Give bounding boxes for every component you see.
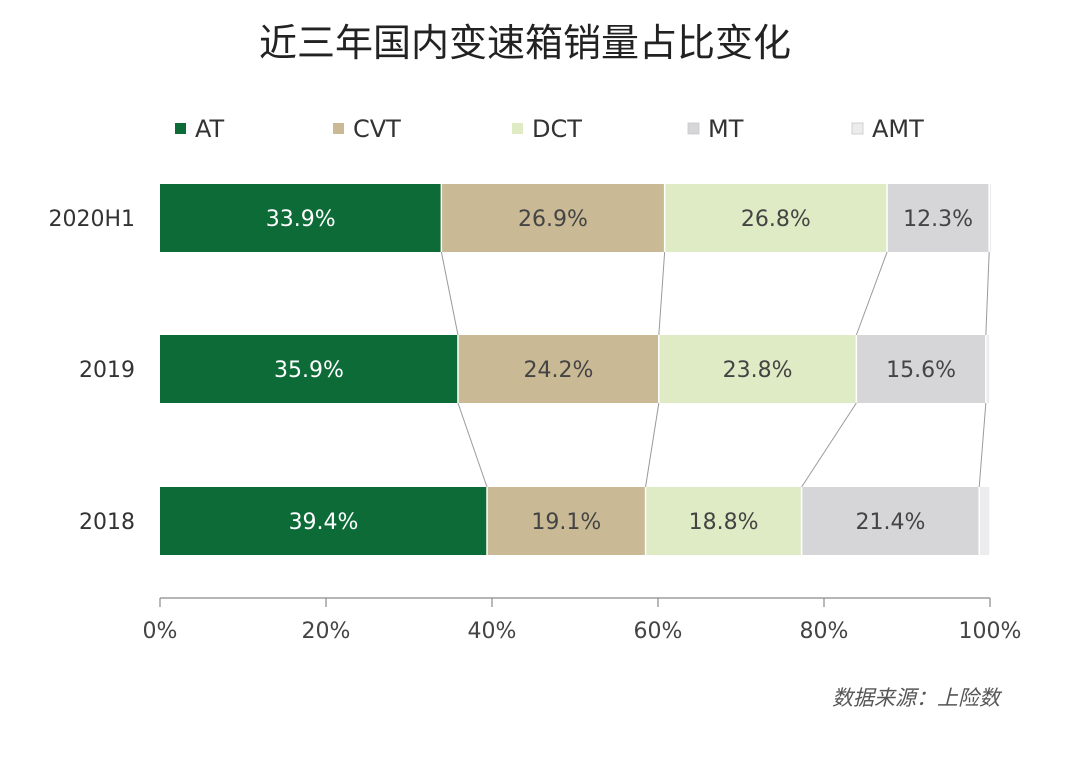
legend-label-amt: AMT	[872, 115, 924, 143]
data-label: 15.6%	[886, 358, 956, 383]
legend-label-at: AT	[195, 115, 225, 143]
x-tick-label: 100%	[959, 619, 1022, 644]
bar-segment-dct	[646, 487, 801, 555]
data-label: 35.9%	[274, 358, 344, 383]
connector-line	[658, 251, 666, 336]
chart-title: 近三年国内变速箱销量占比变化	[259, 21, 791, 65]
connector-line	[645, 402, 660, 488]
legend-label-cvt: CVT	[353, 115, 401, 143]
legend-swatch-at	[175, 123, 186, 134]
bar-segment-at	[160, 335, 458, 403]
legend-swatch-amt	[851, 122, 864, 135]
legend-label-dct: DCT	[532, 115, 582, 143]
bars: 33.9% 26.9% 26.8% 12.3% 35.9% 24.2% 23.8% 15.6%…	[160, 184, 992, 555]
data-label: 19.1%	[531, 510, 601, 535]
bar-row-2020h1: 33.9% 26.9% 26.8% 12.3%	[160, 184, 992, 252]
source-note: 数据来源：上险数	[832, 686, 1003, 710]
connector-line	[440, 251, 459, 336]
bar-segment-cvt	[458, 335, 659, 403]
bar-segment-cvt	[442, 184, 664, 252]
bar-segment-mt	[802, 487, 979, 555]
legend-item-cvt: CVT	[333, 115, 401, 143]
legend-label-mt: MT	[708, 115, 744, 143]
bar-segment-mt	[887, 184, 989, 252]
data-label: 26.8%	[741, 207, 811, 232]
data-label: 24.2%	[523, 358, 593, 383]
x-tick-label: 60%	[634, 619, 683, 644]
x-tick-label: 40%	[468, 619, 517, 644]
bar-segment-dct	[665, 184, 887, 252]
x-tick-label: 20%	[302, 619, 351, 644]
connector-lines	[440, 251, 990, 488]
bar-segment-cvt	[487, 487, 645, 555]
bar-segment-mt	[857, 335, 986, 403]
legend-item-at: AT	[175, 115, 225, 143]
category-labels: 2020H1 2019 2018	[48, 207, 135, 535]
data-label: 23.8%	[723, 358, 793, 383]
legend-item-dct: DCT	[512, 115, 582, 143]
bar-segment-at	[160, 184, 441, 252]
data-label: 26.9%	[518, 207, 588, 232]
connector-line	[985, 251, 990, 336]
legend-item-amt: AMT	[851, 115, 924, 143]
connector-line	[855, 251, 888, 336]
legend-swatch-dct	[512, 123, 523, 134]
connector-line	[457, 402, 488, 488]
bar-segment-dct	[659, 335, 856, 403]
legend: AT CVT DCT MT AMT	[175, 115, 924, 143]
bar-segment-at	[160, 487, 487, 555]
bar-segment-amt	[979, 487, 990, 555]
connector-line	[801, 402, 857, 488]
bar-row-2018: 39.4% 19.1% 18.8% 21.4%	[160, 487, 990, 555]
legend-item-mt: MT	[687, 115, 744, 143]
x-axis: 0% 20% 40% 60% 80% 100%	[143, 597, 1022, 644]
data-label: 39.4%	[289, 510, 359, 535]
category-label: 2019	[79, 358, 135, 383]
data-label: 18.8%	[689, 510, 759, 535]
data-label: 21.4%	[855, 510, 925, 535]
data-label: 12.3%	[903, 207, 973, 232]
data-label: 33.9%	[266, 207, 336, 232]
category-label: 2020H1	[48, 207, 135, 232]
bar-row-2019: 35.9% 24.2% 23.8% 15.6%	[160, 335, 990, 403]
legend-swatch-cvt	[333, 123, 344, 134]
bar-segment-amt	[986, 335, 990, 403]
legend-swatch-mt	[687, 122, 700, 135]
x-tick-label: 0%	[143, 619, 178, 644]
x-tick-label: 80%	[800, 619, 849, 644]
connector-line	[978, 402, 987, 488]
category-label: 2018	[79, 510, 135, 535]
bar-segment-amt	[989, 184, 992, 252]
